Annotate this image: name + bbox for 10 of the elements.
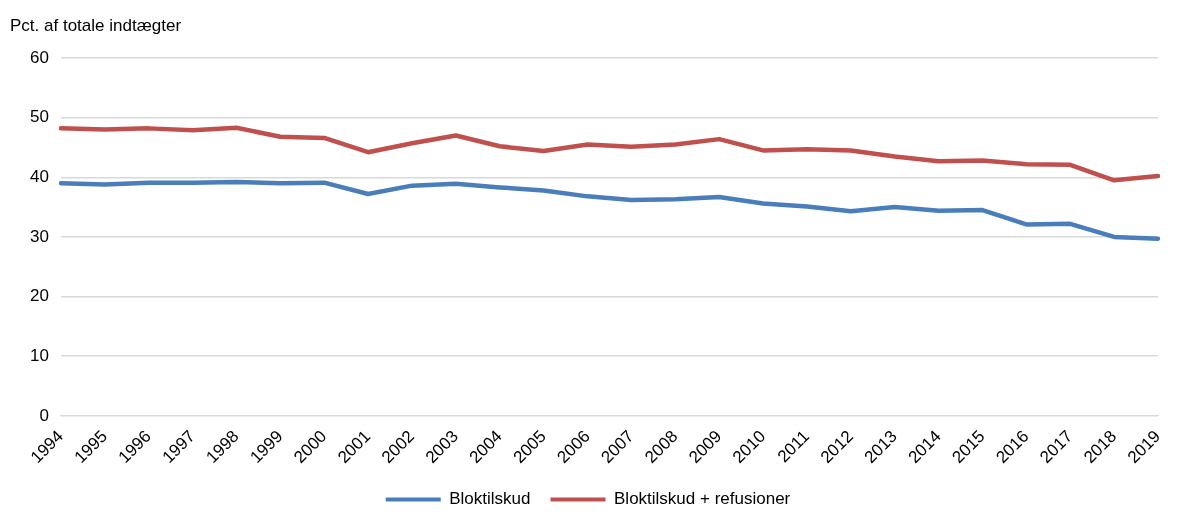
y-tick-label: 10 xyxy=(29,345,49,365)
y-tick-label: 40 xyxy=(29,166,49,186)
y-tick-label: 30 xyxy=(29,226,49,246)
y-axis-title: Pct. af totale indtægter xyxy=(10,16,182,36)
legend-label: Bloktilskud + refusioner xyxy=(614,489,791,509)
y-tick-label: 60 xyxy=(29,47,49,67)
legend-label: Bloktilskud xyxy=(449,489,531,509)
y-tick-label: 20 xyxy=(29,286,49,306)
y-tick-label: 0 xyxy=(39,405,49,425)
y-tick-label: 50 xyxy=(29,107,49,127)
